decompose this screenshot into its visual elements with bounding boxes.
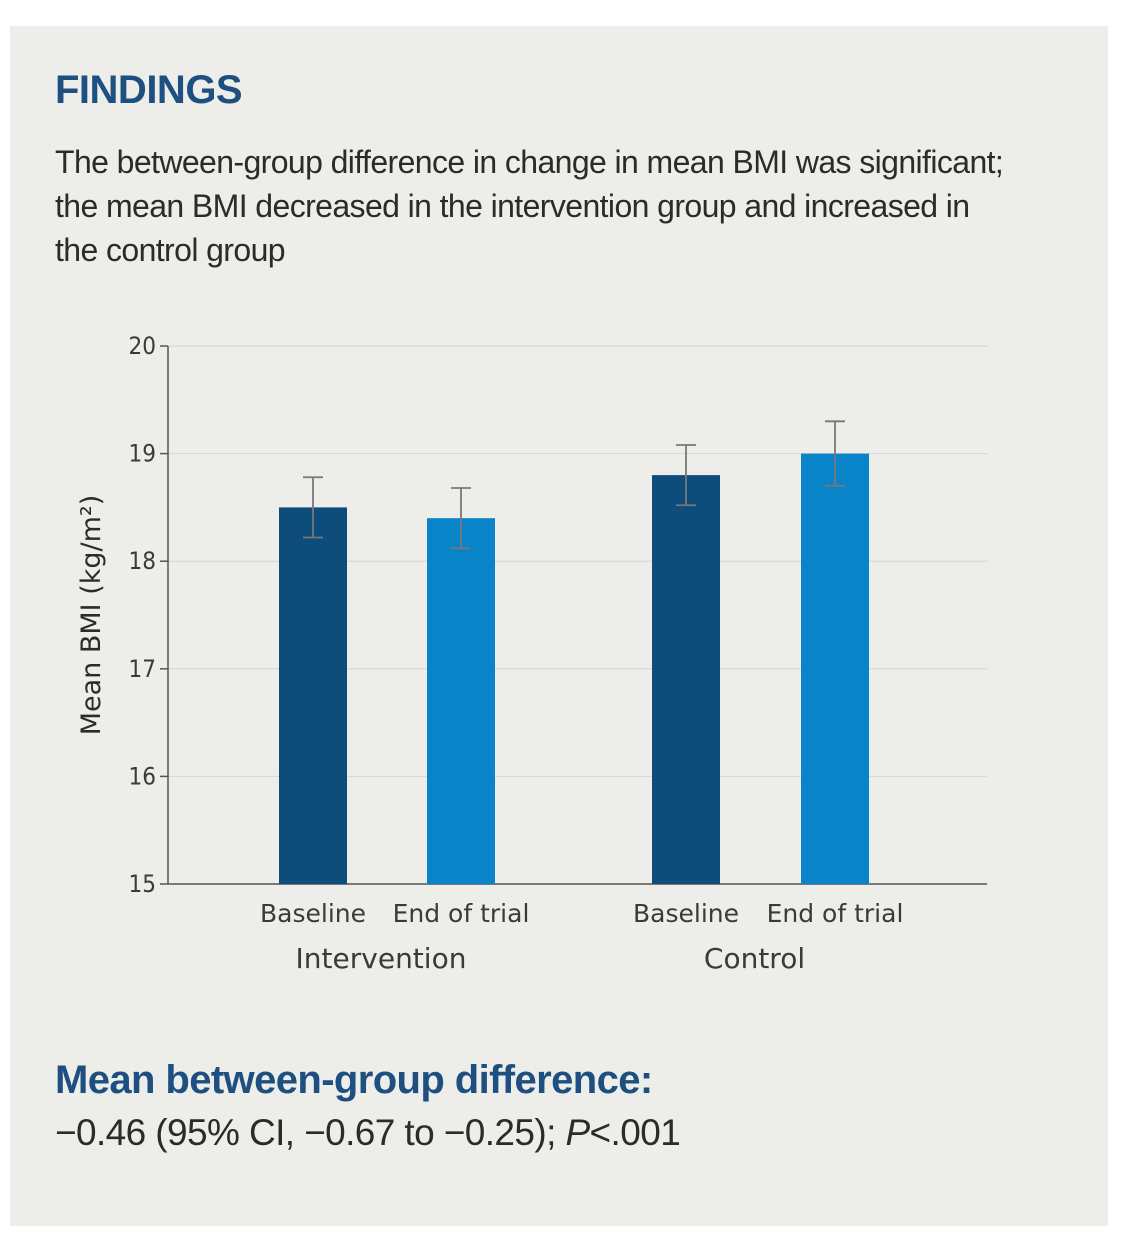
category-label: End of trial — [393, 899, 530, 928]
category-label: End of trial — [767, 899, 904, 928]
y-axis-title: Mean BMI (kg/m²) — [76, 495, 107, 736]
category-label: Baseline — [633, 899, 739, 928]
findings-panel — [10, 26, 1108, 1226]
y-tick-label: 18 — [129, 547, 156, 575]
difference-estimate: −0.46 (95% CI, −0.67 to −0.25); — [55, 1112, 566, 1153]
bar — [652, 475, 720, 884]
difference-statistic: −0.46 (95% CI, −0.67 to −0.25); P<.001 — [55, 1112, 681, 1154]
group-label: Intervention — [296, 942, 467, 975]
bmi-bar-chart: 15 16 17 18 19 20 Mean BMI (kg/m²) Baseline End … — [76, 332, 987, 975]
group-label: Control — [704, 942, 805, 975]
findings-summary: The between-group difference in change i… — [55, 144, 1004, 268]
p-value: <.001 — [589, 1112, 681, 1153]
bar — [279, 507, 347, 884]
bar — [801, 453, 869, 884]
y-tick-label: 20 — [129, 332, 156, 360]
y-tick-label: 19 — [129, 440, 156, 468]
bar — [427, 518, 495, 884]
y-tick-label: 16 — [129, 762, 156, 790]
p-label: P — [565, 1112, 590, 1153]
difference-title: Mean between-group difference: — [55, 1058, 653, 1102]
y-tick-label: 17 — [129, 655, 156, 683]
findings-heading: FINDINGS — [55, 68, 243, 112]
category-label: Baseline — [260, 899, 366, 928]
y-tick-label: 15 — [129, 870, 156, 898]
